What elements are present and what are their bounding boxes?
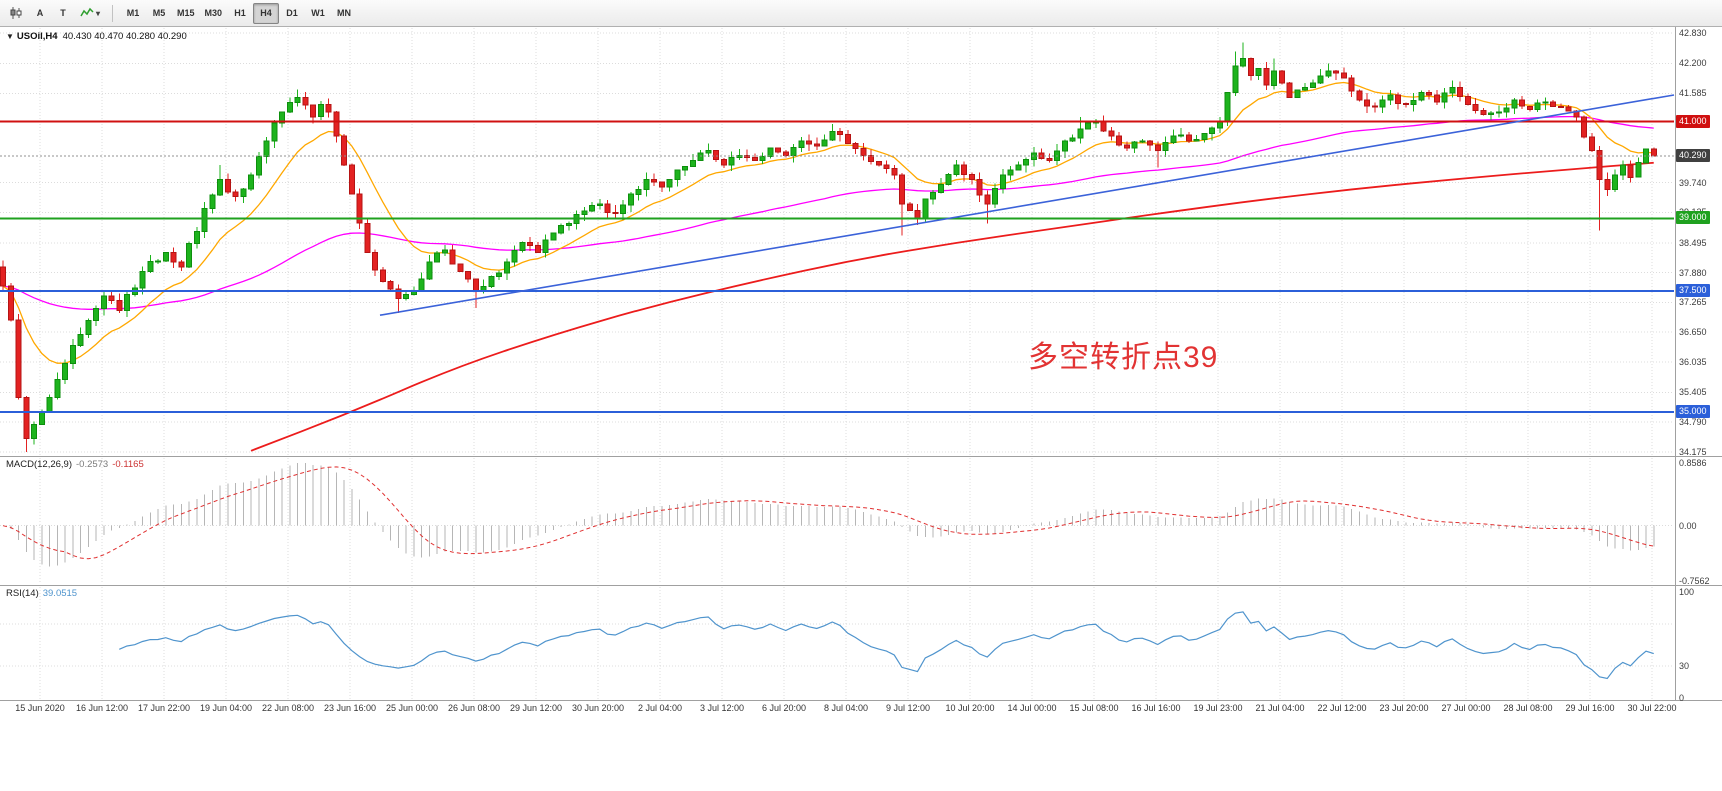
time-axis-label: 3 Jul 12:00	[699, 703, 745, 713]
macd-signal-value: -0.1165	[112, 459, 144, 470]
time-axis-label: 8 Jul 04:00	[823, 703, 869, 713]
price-tick-label: 42.830	[1679, 28, 1707, 38]
price-tick-label: 35.405	[1679, 387, 1707, 397]
time-axis-label: 19 Jun 04:00	[199, 703, 253, 713]
time-axis-label: 30 Jul 22:00	[1627, 703, 1677, 713]
ohlc-values: 40.430 40.470 40.280 40.290	[62, 31, 187, 42]
macd-scale-label: -0.7562	[1679, 576, 1710, 586]
time-axis-label: 14 Jul 00:00	[1007, 703, 1057, 713]
time-axis-label: 10 Jul 20:00	[945, 703, 995, 713]
rsi-scale-label: 100	[1679, 587, 1695, 597]
price-tick-label: 36.650	[1679, 327, 1707, 337]
chart-type-button[interactable]	[4, 3, 28, 24]
time-axis-label: 26 Jun 08:00	[447, 703, 501, 713]
ascending-trendline[interactable]	[379, 94, 1675, 316]
macd-label: MACD(12,26,9) -0.2573 -0.1165	[6, 459, 148, 470]
time-axis-label: 15 Jul 08:00	[1069, 703, 1119, 713]
rsi-value: 39.0515	[42, 588, 78, 599]
toolbar: A T ▾ M1 M5 M15 M30 H1 H4 D1 W1 MN	[0, 0, 1722, 27]
price-tick-label: 39.740	[1679, 178, 1707, 188]
time-axis-label: 16 Jun 12:00	[75, 703, 129, 713]
time-axis-label: 29 Jun 12:00	[509, 703, 563, 713]
time-axis-label: 6 Jul 20:00	[761, 703, 807, 713]
time-axis-label: 17 Jun 22:00	[137, 703, 191, 713]
time-axis-label: 9 Jul 12:00	[885, 703, 931, 713]
price-tick-label: 37.265	[1679, 297, 1707, 307]
macd-scale-label: 0.00	[1679, 521, 1697, 531]
time-axis-label: 29 Jul 16:00	[1565, 703, 1615, 713]
macd-name: MACD(12,26,9)	[6, 459, 72, 470]
timeframe-group: M1 M5 M15 M30 H1 H4 D1 W1 MN	[120, 2, 357, 24]
timeframe-button-m5[interactable]: M5	[146, 3, 172, 24]
time-axis-label: 21 Jul 04:00	[1255, 703, 1305, 713]
timeframe-button-m15[interactable]: M15	[172, 3, 200, 24]
time-axis-label: 22 Jul 12:00	[1317, 703, 1367, 713]
price-tag-39000[interactable]: 39.000	[1676, 211, 1710, 224]
timeframe-button-m1[interactable]: M1	[120, 3, 146, 24]
macd-histogram	[10, 463, 1655, 567]
price-tag-41000[interactable]: 41.000	[1676, 115, 1710, 128]
price-scale[interactable]: 42.83042.20041.58539.74039.12538.49537.8…	[1676, 0, 1722, 791]
timeframe-button-w1[interactable]: W1	[305, 3, 331, 24]
rsi-scale-label: 30	[1679, 661, 1690, 671]
rsi-label: RSI(14) 39.0515	[6, 588, 81, 599]
macd-scale-label: 0.8586	[1679, 458, 1707, 468]
symbol-timeframe: USOil,H4	[16, 31, 58, 42]
symbol-ohlc-label: ▼ USOil,H4 40.430 40.470 40.280 40.290	[6, 31, 187, 42]
macd-signal-line	[2, 466, 1654, 560]
toolbar-separator	[112, 4, 114, 22]
timeframe-button-h4[interactable]: H4	[253, 2, 280, 24]
candles	[0, 42, 1657, 452]
price-tag-40290[interactable]: 40.290	[1676, 149, 1710, 162]
price-tick-label: 42.200	[1679, 58, 1707, 68]
time-axis-label: 27 Jul 00:00	[1441, 703, 1491, 713]
timeframe-button-m30[interactable]: M30	[200, 3, 228, 24]
candlestick-chart-icon	[10, 7, 22, 19]
caret-down-icon: ▾	[96, 8, 101, 18]
long-term-ma-line	[250, 161, 1654, 452]
price-tick-label: 37.880	[1679, 268, 1707, 278]
rsi-line	[119, 611, 1654, 680]
indicators-button[interactable]: ▾	[75, 3, 105, 24]
price-tick-label: 41.585	[1679, 88, 1707, 98]
time-scale[interactable]: 15 Jun 2020 16 Jun 12:00 17 Jun 22:00 19 Ju…	[0, 702, 1722, 716]
time-axis-label: 25 Jun 00:00	[385, 703, 439, 713]
text-tool-button[interactable]: T	[52, 3, 74, 24]
price-tick-label: 34.175	[1679, 447, 1707, 457]
time-axis-label: 19 Jul 23:00	[1193, 703, 1243, 713]
price-tag-37500[interactable]: 37.500	[1676, 284, 1710, 297]
timeframe-button-h1[interactable]: H1	[227, 3, 253, 24]
time-axis-label: 23 Jul 20:00	[1379, 703, 1429, 713]
timeframe-button-d1[interactable]: D1	[279, 3, 305, 24]
annotation-tool-button[interactable]: A	[29, 3, 51, 24]
chart-annotation-text: 多空转折点39	[1028, 341, 1219, 374]
gridlines	[0, 28, 1674, 699]
time-axis-label: 28 Jul 08:00	[1503, 703, 1553, 713]
indicator-line-icon	[80, 7, 94, 17]
ma-slow-magenta	[2, 115, 1654, 310]
time-axis-label: 30 Jun 20:00	[571, 703, 625, 713]
price-tick-label: 34.790	[1679, 417, 1707, 427]
price-tag-35000[interactable]: 35.000	[1676, 405, 1710, 418]
collapse-triangle-icon[interactable]: ▼	[6, 32, 14, 41]
time-axis-label: 16 Jul 16:00	[1131, 703, 1181, 713]
timeframe-button-mn[interactable]: MN	[331, 3, 357, 24]
rsi-name: RSI(14)	[6, 588, 39, 599]
time-axis-label: 22 Jun 08:00	[261, 703, 315, 713]
panel-borders	[0, 27, 1722, 701]
rsi-scale-label: 0	[1679, 693, 1685, 703]
time-axis-label: 23 Jun 16:00	[323, 703, 377, 713]
price-tick-label: 38.495	[1679, 238, 1707, 248]
price-tick-label: 36.035	[1679, 357, 1707, 367]
time-axis-label: 2 Jul 04:00	[637, 703, 683, 713]
macd-main-value: -0.2573	[76, 459, 109, 470]
ma-fast-orange	[2, 81, 1654, 364]
time-axis-label: 15 Jun 2020	[15, 703, 65, 713]
